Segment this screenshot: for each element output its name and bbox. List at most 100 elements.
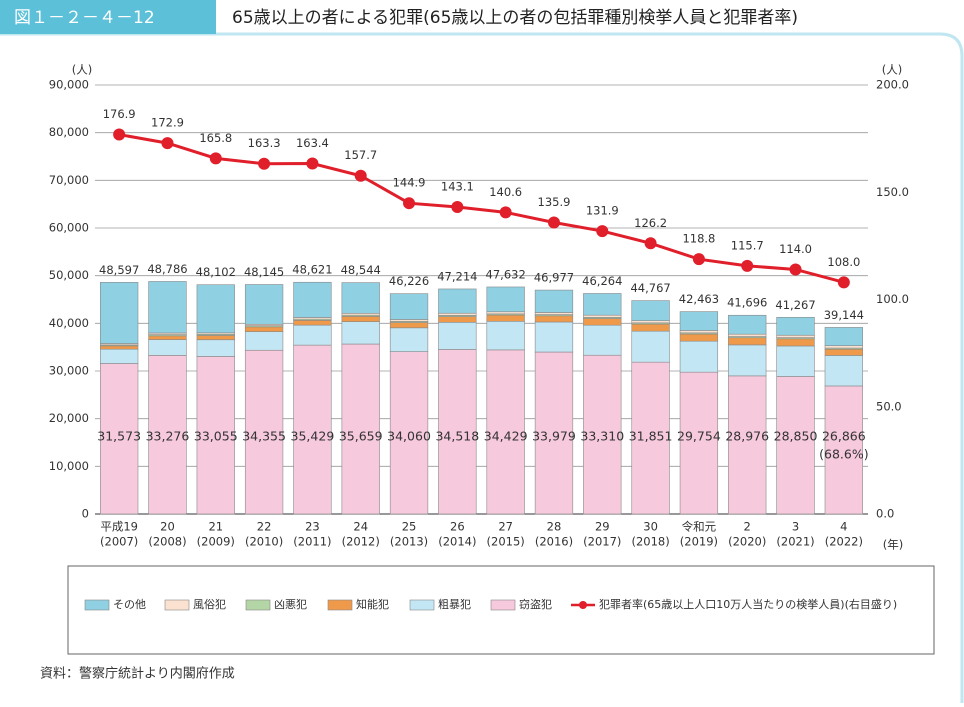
x-tick-year: (2014) bbox=[438, 535, 476, 549]
bar-segment bbox=[728, 314, 767, 335]
rate-point bbox=[547, 216, 560, 229]
x-tick-year: (2020) bbox=[728, 535, 766, 549]
y-tick-label: 10,000 bbox=[49, 459, 89, 473]
rate-point bbox=[209, 152, 222, 165]
bar-segment bbox=[196, 339, 235, 357]
bar-segment bbox=[679, 330, 719, 334]
bar-segment bbox=[196, 335, 235, 341]
bar-label: 31,851 bbox=[629, 429, 673, 444]
annotation: (68.6%) bbox=[819, 447, 868, 462]
bar-segment bbox=[583, 314, 622, 318]
bar-label: 33,276 bbox=[146, 429, 190, 444]
legend-label: 知能犯 bbox=[356, 597, 389, 611]
bar-segment bbox=[824, 385, 863, 515]
bar-segment bbox=[341, 282, 380, 314]
bar-segment bbox=[341, 321, 380, 345]
rate-label: 135.9 bbox=[538, 195, 571, 209]
legend-label: 凶悪犯 bbox=[274, 598, 307, 611]
total-label: 46,977 bbox=[534, 271, 574, 285]
bar-segment bbox=[631, 320, 670, 324]
y2-tick-label: 200.0 bbox=[876, 78, 909, 92]
x-tick-year: (2012) bbox=[342, 535, 380, 549]
x-tick-year: (2008) bbox=[148, 535, 186, 549]
bar-label: 35,659 bbox=[339, 429, 383, 444]
x-tick-year: (2016) bbox=[535, 535, 573, 549]
x-tick-label: 2 bbox=[744, 520, 751, 534]
frame bbox=[0, 32, 964, 703]
bar-segment bbox=[148, 339, 187, 356]
rate-point bbox=[499, 206, 512, 219]
rate-label: 165.8 bbox=[199, 131, 232, 145]
bar-segment bbox=[486, 349, 525, 515]
bar-segment bbox=[679, 333, 719, 342]
bar-segment bbox=[728, 344, 767, 377]
bar-segment bbox=[824, 327, 863, 346]
rate-point bbox=[113, 128, 126, 141]
x-tick-year: (2017) bbox=[583, 535, 621, 549]
x-tick-label: 25 bbox=[402, 520, 417, 534]
bar-label: 31,573 bbox=[97, 429, 141, 444]
x-tick-year: (2018) bbox=[631, 535, 669, 549]
bar-segment bbox=[341, 343, 380, 515]
bar-segment bbox=[486, 314, 525, 322]
rate-label: 172.9 bbox=[151, 116, 184, 130]
bar-segment bbox=[293, 281, 332, 318]
rate-point bbox=[354, 169, 367, 182]
bar-segment bbox=[631, 361, 670, 515]
x-tick-label: 30 bbox=[643, 520, 658, 534]
bar-segment bbox=[776, 334, 815, 338]
bar-segment bbox=[148, 355, 187, 515]
bar-segment bbox=[196, 356, 235, 515]
bar-segment bbox=[486, 311, 525, 315]
rate-point bbox=[403, 197, 416, 210]
bar-segment bbox=[824, 348, 863, 356]
y2-tick-label: 150.0 bbox=[876, 185, 909, 199]
total-label: 41,267 bbox=[775, 298, 815, 312]
bar-label: 33,979 bbox=[532, 429, 576, 444]
rate-label: 115.7 bbox=[731, 238, 764, 252]
total-label: 48,786 bbox=[147, 262, 187, 276]
y-tick-label: 0 bbox=[82, 507, 89, 521]
bar-segment bbox=[534, 315, 574, 323]
bar-segment bbox=[438, 321, 477, 350]
x-tick-label: 28 bbox=[547, 520, 562, 534]
x-tick-label: 29 bbox=[595, 520, 610, 534]
x-tick-year: (2015) bbox=[487, 535, 525, 549]
rate-label: 131.9 bbox=[586, 204, 619, 218]
x-tick-label: 3 bbox=[792, 520, 799, 534]
x-tick-label: 21 bbox=[208, 520, 223, 534]
total-label: 46,226 bbox=[389, 274, 429, 288]
bar-segment bbox=[679, 371, 719, 515]
bar-segment bbox=[631, 330, 670, 363]
legend-dot bbox=[579, 601, 587, 609]
bar-segment bbox=[728, 375, 767, 515]
total-label: 48,544 bbox=[341, 263, 381, 277]
total-label: 39,144 bbox=[824, 308, 864, 322]
bar-segment bbox=[438, 316, 477, 323]
bar-label: 34,518 bbox=[435, 429, 479, 444]
bar-segment bbox=[293, 344, 332, 515]
y-tick-label: 40,000 bbox=[49, 316, 89, 330]
bar-segment bbox=[583, 293, 622, 316]
bar-segment bbox=[776, 345, 815, 377]
x-tick-year: (2022) bbox=[825, 535, 863, 549]
rate-label: 176.9 bbox=[103, 107, 136, 121]
rate-point bbox=[644, 237, 657, 250]
rate-label: 163.3 bbox=[248, 136, 281, 150]
bar-segment bbox=[196, 284, 235, 334]
bar-segment bbox=[100, 348, 139, 364]
legend-label: 粗暴犯 bbox=[438, 598, 471, 611]
bar-segment bbox=[244, 331, 284, 351]
rate-point bbox=[692, 253, 705, 266]
legend-label: その他 bbox=[113, 598, 146, 611]
bar-label: 34,355 bbox=[242, 429, 286, 444]
total-label: 47,214 bbox=[437, 269, 477, 283]
rate-point bbox=[741, 259, 754, 272]
source: 資料：警察庁統計より内閣府作成 bbox=[40, 666, 235, 682]
bar-label: 28,976 bbox=[725, 429, 769, 444]
bar-segment bbox=[100, 282, 139, 344]
bar-segment bbox=[679, 340, 719, 373]
y-tick-label: 70,000 bbox=[49, 173, 89, 187]
bar-segment bbox=[776, 376, 815, 515]
total-label: 48,145 bbox=[244, 265, 284, 279]
